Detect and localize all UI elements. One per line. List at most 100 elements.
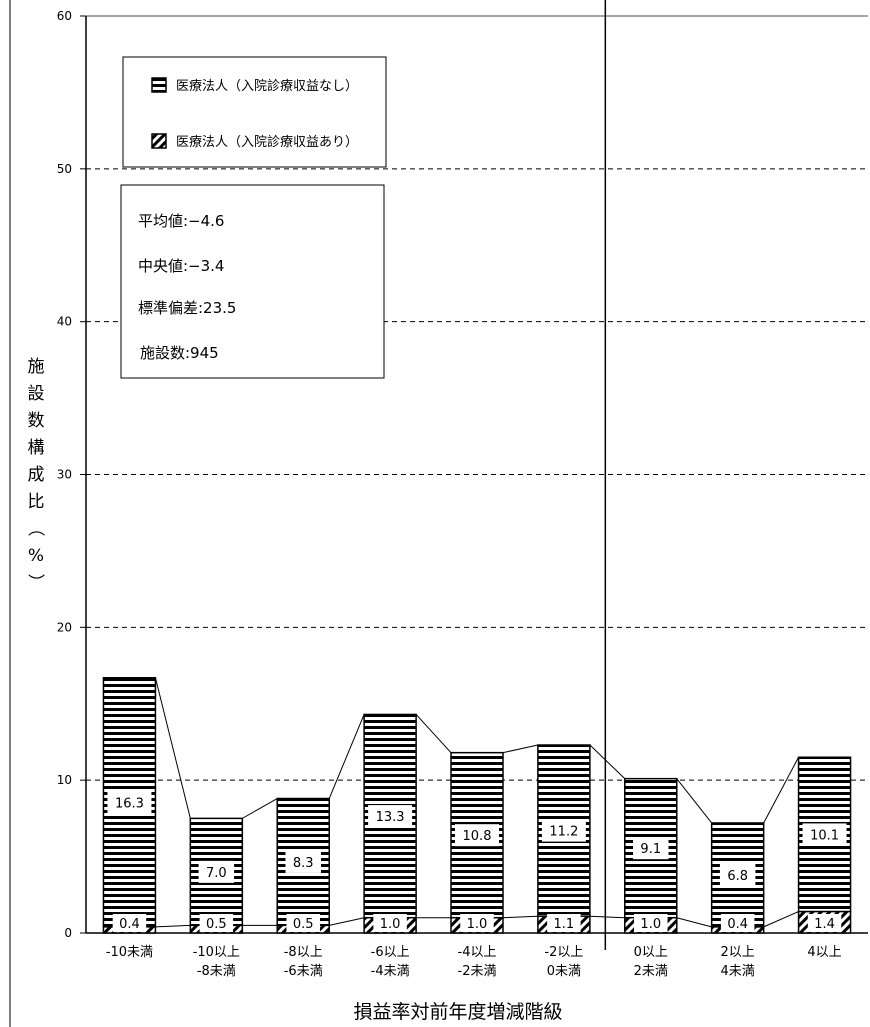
x-category-label: 4以上 — [807, 945, 841, 960]
legend-label-ari: 医療法人（入院診療収益あり） — [176, 134, 358, 150]
x-category-label: -2以上 — [544, 945, 583, 960]
legend: 医療法人（入院診療収益なし） 医療法人（入院診療収益あり） — [122, 56, 387, 168]
x-category-label: 0以上 — [634, 945, 668, 960]
data-label-ari: 1.0 — [640, 917, 661, 932]
x-category-label: 2未満 — [634, 964, 668, 979]
data-label-bg — [633, 837, 669, 860]
data-label-bg — [107, 791, 152, 814]
connector-line-top — [763, 757, 799, 824]
data-label-nashi: 16.3 — [115, 796, 144, 811]
connector-line-bottom — [155, 924, 191, 928]
connector-line-bottom — [502, 915, 538, 919]
bars — [102, 677, 852, 934]
data-label-ari: 1.1 — [554, 917, 575, 932]
connector-line-top — [154, 677, 191, 819]
y-axis-label-char: 設 — [28, 384, 45, 404]
connector-line-bottom — [763, 911, 799, 928]
stats-box: 平均値:−4.6 中央値:−3.4 標準偏差:23.5 施設数:945 — [120, 184, 385, 379]
data-label-ari: 0.4 — [727, 917, 748, 932]
y-tick-label: 40 — [57, 315, 72, 329]
data-label-bg — [802, 823, 847, 846]
connector-line-top — [415, 714, 452, 753]
data-label-nashi: 10.8 — [463, 829, 492, 844]
y-axis-label-char: 成 — [28, 465, 45, 485]
connector-line-bottom — [676, 917, 712, 928]
stat-mean: 平均値:−4.6 — [138, 212, 224, 230]
data-labels: 16.3 0.4 7.0 0.5 8.3 0.5 13.3 1.0 10.8 1.0 11.2 1.1… — [107, 791, 847, 932]
x-category-label: -6以上 — [371, 945, 410, 960]
legend-swatch-diagonal — [151, 133, 167, 149]
data-label-bg — [368, 805, 413, 828]
y-axis-ticks: 0 10 20 30 40 50 60 — [57, 9, 86, 940]
data-label-bg — [198, 860, 235, 883]
x-category-label: 2以上 — [721, 945, 755, 960]
data-label-bg — [112, 914, 147, 932]
x-category-label: -4未満 — [371, 964, 410, 979]
y-tick-label: 10 — [57, 773, 72, 787]
data-label-nashi: 11.2 — [549, 825, 578, 840]
y-axis-label-char: 構 — [28, 438, 45, 458]
data-label-bg — [373, 914, 407, 932]
data-label-nashi: 7.0 — [206, 866, 227, 881]
data-label-ari: 0.5 — [206, 917, 227, 932]
data-label-bg — [455, 824, 499, 847]
connector-lines — [154, 677, 799, 928]
data-label-bg — [285, 850, 321, 873]
data-label-ari: 1.0 — [380, 917, 401, 932]
data-label-bg — [634, 914, 668, 932]
data-label-ari: 0.4 — [119, 917, 140, 932]
connector-line-top — [676, 778, 713, 824]
data-label-bg — [460, 914, 494, 932]
y-tick-label: 60 — [57, 9, 72, 23]
x-axis-categories: -10未満 -10以上 -8未満 -8以上 -6未満 -6以上 -4未満 -4以上 -2未満 -2… — [106, 945, 842, 979]
data-label-ari: 1.4 — [814, 917, 835, 932]
x-category-label: -6未満 — [284, 964, 323, 979]
x-category-label: -8以上 — [284, 945, 323, 960]
y-tick-label: 0 — [64, 926, 72, 940]
y-tick-label: 50 — [57, 162, 72, 176]
y-axis-label-char: ） — [25, 574, 45, 591]
y-tick-label: 30 — [57, 468, 72, 482]
x-axis-label: 損益率対前年度増減階級 — [353, 1001, 562, 1023]
data-label-nashi: 6.8 — [727, 869, 748, 884]
x-category-label: -10以上 — [193, 945, 240, 960]
connector-line-top — [328, 714, 365, 799]
data-label-bg — [720, 914, 755, 932]
y-axis-label-char: 比 — [28, 492, 45, 512]
x-category-label: -10未満 — [106, 945, 153, 960]
data-label-bg — [547, 914, 581, 932]
stat-count: 施設数:945 — [140, 344, 219, 362]
x-category-label: -4以上 — [458, 945, 497, 960]
x-category-label: 4未満 — [721, 964, 755, 979]
data-label-bg — [199, 914, 234, 932]
y-axis-label-char: （ — [25, 520, 45, 537]
y-axis-label-char: 数 — [28, 411, 45, 431]
data-label-nashi: 9.1 — [640, 842, 661, 857]
y-axis-label-char: % — [28, 546, 44, 566]
data-label-bg — [807, 914, 842, 932]
data-label-nashi: 8.3 — [293, 856, 314, 871]
y-axis-label-char: 施 — [28, 357, 45, 377]
connector-line-top — [502, 744, 538, 754]
data-label-bg — [719, 863, 756, 886]
data-label-nashi: 10.1 — [810, 828, 839, 843]
y-tick-label: 20 — [57, 620, 72, 634]
connector-line-top — [589, 744, 626, 779]
connector-line-bottom — [589, 915, 625, 919]
legend-label-nashi: 医療法人（入院診療収益なし） — [176, 78, 358, 94]
data-label-bg — [541, 819, 586, 842]
data-label-bg — [286, 914, 320, 932]
x-category-label: 0未満 — [547, 964, 581, 979]
data-label-nashi: 13.3 — [376, 810, 405, 825]
connector-line-top — [242, 798, 278, 819]
stat-stddev: 標準偏差:23.5 — [138, 299, 236, 317]
x-category-label: -2未満 — [458, 964, 497, 979]
data-label-ari: 1.0 — [467, 917, 488, 932]
stat-median: 中央値:−3.4 — [138, 257, 224, 275]
data-label-ari: 0.5 — [293, 917, 314, 932]
legend-swatch-horizontal — [151, 77, 167, 93]
connector-line-bottom — [329, 917, 365, 926]
x-category-label: -8未満 — [197, 964, 236, 979]
